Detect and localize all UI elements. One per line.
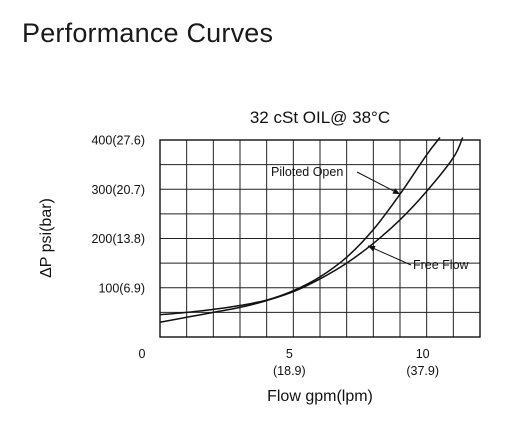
leader-arrow-piloted-open bbox=[392, 188, 400, 195]
x-tick-label: 5 bbox=[286, 347, 293, 361]
x-tick-label: 0 bbox=[139, 347, 146, 361]
y-axis-label: ΔP psi(bar) bbox=[38, 198, 55, 278]
leader-line-free-flow bbox=[367, 245, 412, 266]
series-line-free-flow bbox=[159, 137, 464, 323]
plot-frame bbox=[159, 139, 481, 338]
annotation-label-free-flow: Free Flow bbox=[413, 258, 470, 272]
series-line-piloted-open bbox=[159, 137, 441, 316]
x-tick-label: 10 bbox=[416, 347, 430, 361]
y-tick-label: 300(20.7) bbox=[91, 183, 145, 197]
y-tick-label: 100(6.9) bbox=[98, 281, 145, 295]
page-title: Performance Curves bbox=[22, 18, 274, 48]
leader-arrow-free-flow bbox=[368, 245, 376, 252]
y-tick-label: 200(13.8) bbox=[91, 232, 145, 246]
leader-line-piloted-open bbox=[356, 171, 401, 195]
y-tick-label: 400(27.6) bbox=[91, 134, 145, 148]
chart-ticks: 100(6.9) 200(13.8) 300(20.7) 400(27.6) 0 5 (18… bbox=[91, 134, 439, 379]
chart-title: 32 cSt OIL@ 38°C bbox=[250, 108, 390, 127]
x-axis-label: Flow gpm(lpm) bbox=[267, 388, 373, 405]
x-tick-sublabel: (18.9) bbox=[273, 364, 306, 378]
chart-annotations: Piloted Open Free Flow bbox=[271, 165, 470, 272]
chart-curves bbox=[159, 137, 464, 323]
chart-grid bbox=[160, 140, 480, 337]
x-tick-sublabel: (37.9) bbox=[406, 364, 439, 378]
annotation-label-piloted-open: Piloted Open bbox=[271, 165, 343, 179]
